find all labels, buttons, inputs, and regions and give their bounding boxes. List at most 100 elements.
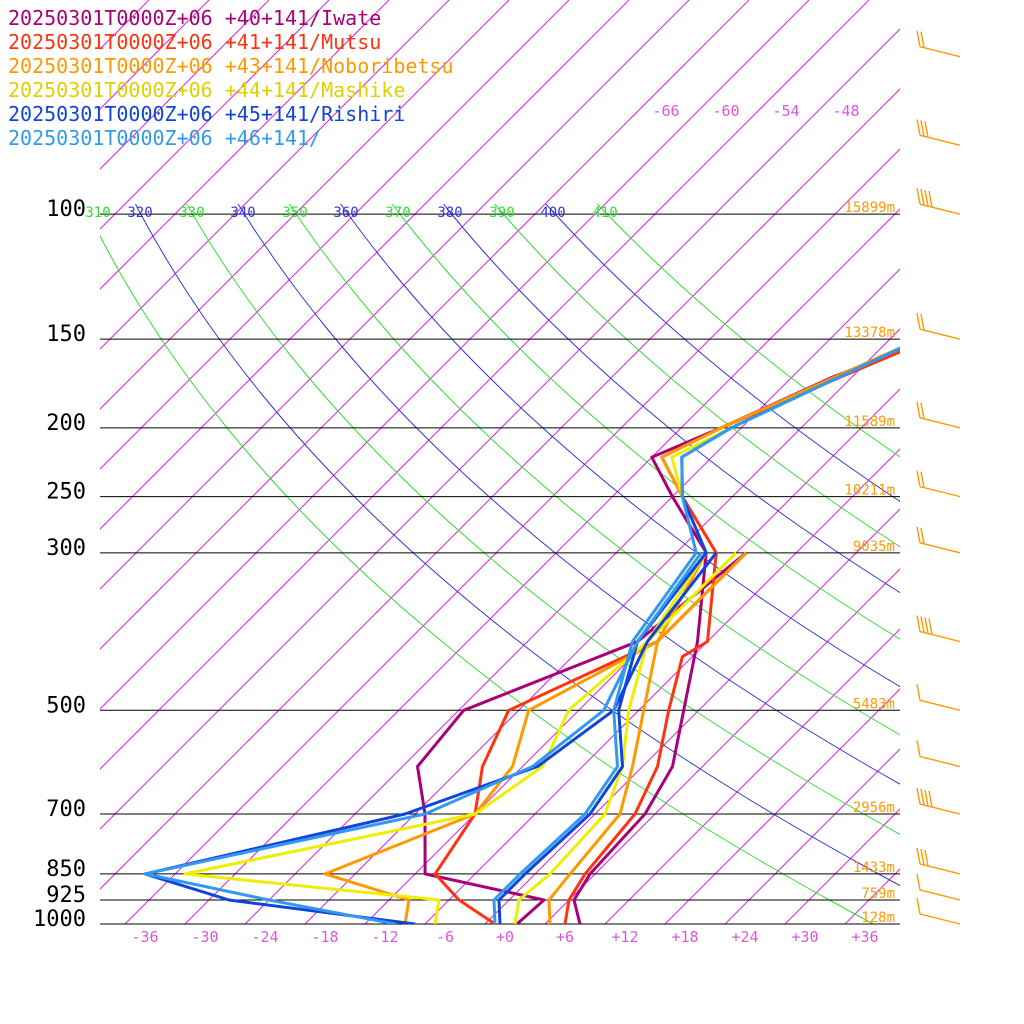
isotherm-line (784, 808, 900, 924)
temperature-trace-43-141-noboribetsu (547, 346, 900, 924)
isotherm-line (364, 388, 900, 924)
upper-axis-label: -48 (832, 102, 859, 120)
isotherm-line (100, 0, 630, 530)
theta-label: 410 (592, 205, 617, 221)
temperature-tick-label: +18 (671, 928, 698, 946)
isotherm-line (304, 328, 900, 924)
wind-barb-flag (916, 847, 921, 865)
dry-adiabat-line (494, 203, 900, 548)
legend-entry-mutsu: 20250301T0000Z+06 +41+141/Mutsu (8, 30, 382, 54)
dry-adiabat-line (545, 203, 900, 503)
wind-barb-flag (924, 190, 929, 207)
theta-label: 310 (85, 205, 110, 221)
isotherm-line (100, 0, 750, 650)
wind-barb-flag (928, 191, 933, 208)
wind-barb-flag (916, 313, 921, 330)
temperature-tick-label: -6 (436, 928, 454, 946)
height-label: 128m (861, 910, 895, 926)
isotherm-line (604, 628, 900, 924)
temperature-tick-label: -24 (251, 928, 278, 946)
isotherm-line (100, 0, 690, 590)
wind-barb-flag (920, 527, 925, 544)
wind-barb-staff (919, 699, 961, 711)
temperature-tick-label: -12 (371, 928, 398, 946)
wind-barb-staff (919, 803, 961, 815)
height-label: 2956m (853, 800, 895, 816)
wind-barb-flag (916, 188, 921, 205)
wind-barb-flag (924, 617, 929, 634)
wind-barb-flag (920, 848, 925, 866)
isotherm-line (424, 448, 900, 924)
dry-adiabat-line (391, 203, 900, 640)
wind-barb-icon (916, 615, 961, 643)
wind-barb-icon (916, 740, 961, 768)
isotherm-line (100, 0, 330, 230)
pressure-label: 925 (46, 883, 86, 908)
temperature-tick-label: +12 (611, 928, 638, 946)
wind-barb-flag (920, 31, 925, 48)
dry-adiabat-line (186, 203, 900, 835)
height-label: 15899m (844, 200, 895, 216)
legend-entry-mashike: 20250301T0000Z+06 +44+141/Mashike (8, 78, 406, 102)
wind-barb-flag (924, 849, 929, 867)
wind-barb-flag (920, 189, 925, 206)
pressure-label: 1000 (33, 907, 86, 932)
isotherm-line (100, 0, 270, 170)
pressure-label: 850 (46, 857, 86, 882)
theta-label: 380 (437, 205, 462, 221)
temperature-tick-label: +0 (496, 928, 514, 946)
legend-entry-noboribetsu: 20250301T0000Z+06 +43+141/Noboribetsu (8, 54, 454, 78)
wind-barb-icon (916, 526, 961, 554)
wind-barb-staff (919, 417, 961, 429)
wind-barb-flag (916, 470, 921, 487)
isotherm-line (484, 508, 900, 924)
theta-label: 370 (385, 205, 410, 221)
wind-barb-flag (920, 402, 925, 419)
isotherm-line (100, 0, 570, 470)
wind-barb-flag (916, 30, 921, 47)
isotherm-line (544, 568, 900, 924)
upper-axis-label: -54 (772, 102, 799, 120)
height-label: 11589m (844, 414, 895, 430)
temperature-trace-46-141 (492, 346, 900, 924)
theta-label: 330 (179, 205, 204, 221)
legend-entry-rishiri: 20250301T0000Z+06 +45+141/Rishiri (8, 102, 406, 126)
temperature-tick-label: +6 (556, 928, 574, 946)
dewpoint-trace-40-141-iwate (416, 551, 748, 924)
wind-barb-flag (916, 897, 921, 915)
dry-adiabat-line (237, 203, 900, 785)
theta-label: 350 (282, 205, 307, 221)
dry-adiabat-line (288, 203, 900, 736)
wind-barb-flag (916, 684, 921, 701)
wind-barb-staff (919, 630, 961, 643)
isotherm-line (100, 0, 390, 290)
wind-barb-flag (920, 471, 925, 488)
wind-barb-staff (919, 134, 961, 147)
wind-barb-staff (919, 203, 961, 215)
height-label: 759m (861, 886, 895, 902)
wind-barb-flag (916, 119, 921, 136)
height-label: 5483m (853, 696, 895, 712)
theta-label: 340 (230, 205, 255, 221)
wind-barb-flag (928, 790, 933, 808)
wind-barb-icon (916, 470, 961, 498)
dry-adiabat-line (443, 203, 900, 594)
theta-label: 320 (127, 205, 152, 221)
isotherm-line (100, 0, 810, 710)
wind-barb-flag (924, 789, 929, 807)
wind-barb-icon (916, 313, 961, 340)
pressure-label: 150 (46, 322, 86, 347)
pressure-label: 500 (46, 693, 86, 718)
temperature-tick-label: +24 (731, 928, 758, 946)
isotherm-line (965, 0, 1024, 924)
isotherm-line (905, 0, 1024, 924)
isotherm-line (124, 148, 900, 924)
wind-barb-flag (916, 526, 921, 543)
wind-barb-icon (916, 30, 961, 58)
dewpoint-trace-46-141 (143, 551, 703, 924)
theta-label: 400 (540, 205, 565, 221)
pressure-label: 700 (46, 797, 86, 822)
temperature-tick-label: +36 (851, 928, 878, 946)
wind-barb-staff (919, 45, 961, 58)
